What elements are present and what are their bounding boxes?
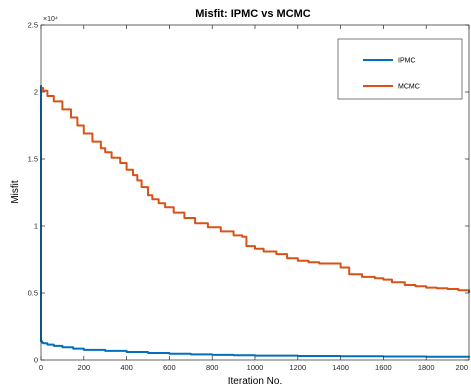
y-tick-label: 1.5 [28, 155, 38, 164]
y-tick-label: 2.5 [28, 21, 38, 30]
x-tick-label: 600 [163, 363, 176, 372]
y-tick-label: 1 [34, 222, 38, 231]
legend-box [337, 38, 463, 100]
x-tick-label: 800 [206, 363, 219, 372]
x-tick-label: 400 [120, 363, 133, 372]
x-tick-label: 1800 [418, 363, 435, 372]
x-tick-label: 200 [455, 363, 468, 372]
x-tick-label: 1200 [289, 363, 306, 372]
legend: IPMC MCMC [337, 38, 463, 100]
series-line-mcmc [41, 87, 470, 293]
y-tick-label: 0.5 [28, 289, 38, 298]
chart-title: Misfit: IPMC vs MCMC [195, 8, 311, 20]
x-axis-label: Iteration No. [228, 376, 282, 387]
legend-label-ipmc: IPMC [398, 58, 416, 65]
x-tick-label: 200 [78, 363, 91, 372]
x-tick-label: 0 [39, 363, 43, 372]
x-tick-label: 1400 [332, 363, 349, 372]
legend-label-mcmc: MCMC [398, 84, 420, 91]
x-tick-label: 1600 [375, 363, 392, 372]
x-tick-label: 1000 [247, 363, 264, 372]
y-axis-label: Misfit [10, 180, 21, 204]
y-tick-label: 2 [34, 88, 38, 97]
y-exponent-label: ×10⁴ [43, 16, 58, 23]
y-tick-label: 0 [34, 356, 38, 365]
axes-layer: 0 200 400 600 800 1000 1200 1400 1600 1800 20000.5… [28, 21, 470, 372]
